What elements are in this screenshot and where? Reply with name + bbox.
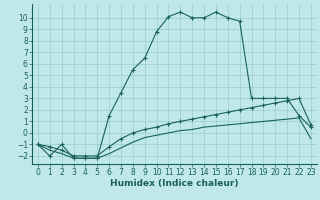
X-axis label: Humidex (Indice chaleur): Humidex (Indice chaleur) [110, 179, 239, 188]
